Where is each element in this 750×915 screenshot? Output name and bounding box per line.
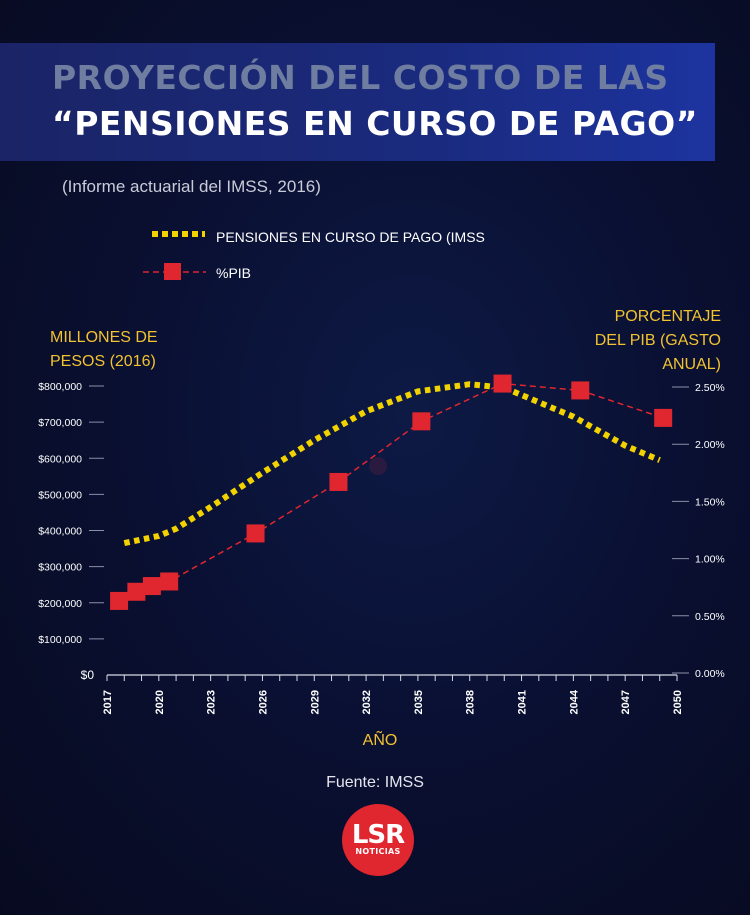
series-pib-marker [412,412,431,431]
y-left-tick-label: $400,000 [38,526,82,538]
y-left-tick-label: $300,000 [38,562,82,574]
x-tick-label: 2017 [102,690,114,714]
chart-subtitle: (Informe actuarial del IMSS, 2016) [62,177,321,196]
chart-title-line1: PROYECCIÓN DEL COSTO DE LAS [52,58,669,97]
x-tick-label: 2026 [257,690,269,714]
series-pib-marker [571,381,590,400]
y-left-tick-label: $200,000 [38,598,82,610]
series-pib-marker [142,577,161,596]
x-tick-label: 2020 [154,690,166,714]
source-note: Fuente: IMSS [326,774,424,791]
y-left-tick-label: $100,000 [38,634,82,646]
legend-swatch-pib-marker [164,263,181,280]
x-tick-label: 2041 [517,690,529,714]
x-tick-label: 2023 [206,690,218,714]
y-left-tick-label: $500,000 [38,489,82,501]
x-tick-label: 2032 [361,690,373,714]
y-right-tick-label: 0.00% [695,668,725,680]
y-right-tick-label: 1.50% [695,496,725,508]
glow-spot [369,457,387,475]
lsr-logo: LSR NOTICIAS [342,804,414,876]
y-left-axis-label: PESOS (2016) [50,353,156,370]
y-right-tick-label: 1.00% [695,554,725,566]
series-pib-marker [246,524,265,543]
series-pib-marker [493,374,512,393]
y-right-axis-label: ANUAL) [662,356,721,373]
y-left-tick-label: $800,000 [38,381,82,393]
y-right-axis-label: PORCENTAJE [615,308,721,325]
series-pib-marker [127,582,146,601]
y-right-axis-label: DEL PIB (GASTO [595,332,721,349]
x-tick-label: 2047 [620,690,632,714]
line-chart: PENSIONES EN CURSO DE PAGO (IMSS %PIB MILL… [38,229,725,749]
series-pensiones-line [123,381,661,547]
series-pib-marker [654,408,673,427]
series-pib-marker [110,591,129,610]
y-right-tick-label: 0.50% [695,611,725,623]
series-pib-line [118,382,664,602]
logo-wordmark: LSR [351,820,405,850]
series-pib-marker [329,472,348,491]
y-left-tick-label: $600,000 [38,453,82,465]
x-tick-label: 2050 [672,690,684,714]
y-left-tick-label: $700,000 [38,417,82,429]
y-right-tick-label: 2.00% [695,439,725,451]
title-banner [0,43,715,161]
x-axis-label: AÑO [363,729,398,749]
series-pib-marker [160,572,179,591]
y-right-tick-label: 2.50% [695,382,725,394]
x-tick-label: 2044 [568,689,580,714]
legend-label-pib: %PIB [216,265,251,281]
y-left-axis-label: MILLONES DE [50,329,158,346]
legend-label-pensiones: PENSIONES EN CURSO DE PAGO (IMSS [216,229,485,245]
y-left-tick-label: $0 [81,668,95,682]
x-tick-label: 2035 [413,690,425,714]
logo-subtext: NOTICIAS [355,847,401,856]
x-tick-label: 2029 [309,690,321,714]
chart-title-line2: “PENSIONES EN CURSO DE PAGO” [52,104,698,143]
x-tick-label: 2038 [465,690,477,714]
